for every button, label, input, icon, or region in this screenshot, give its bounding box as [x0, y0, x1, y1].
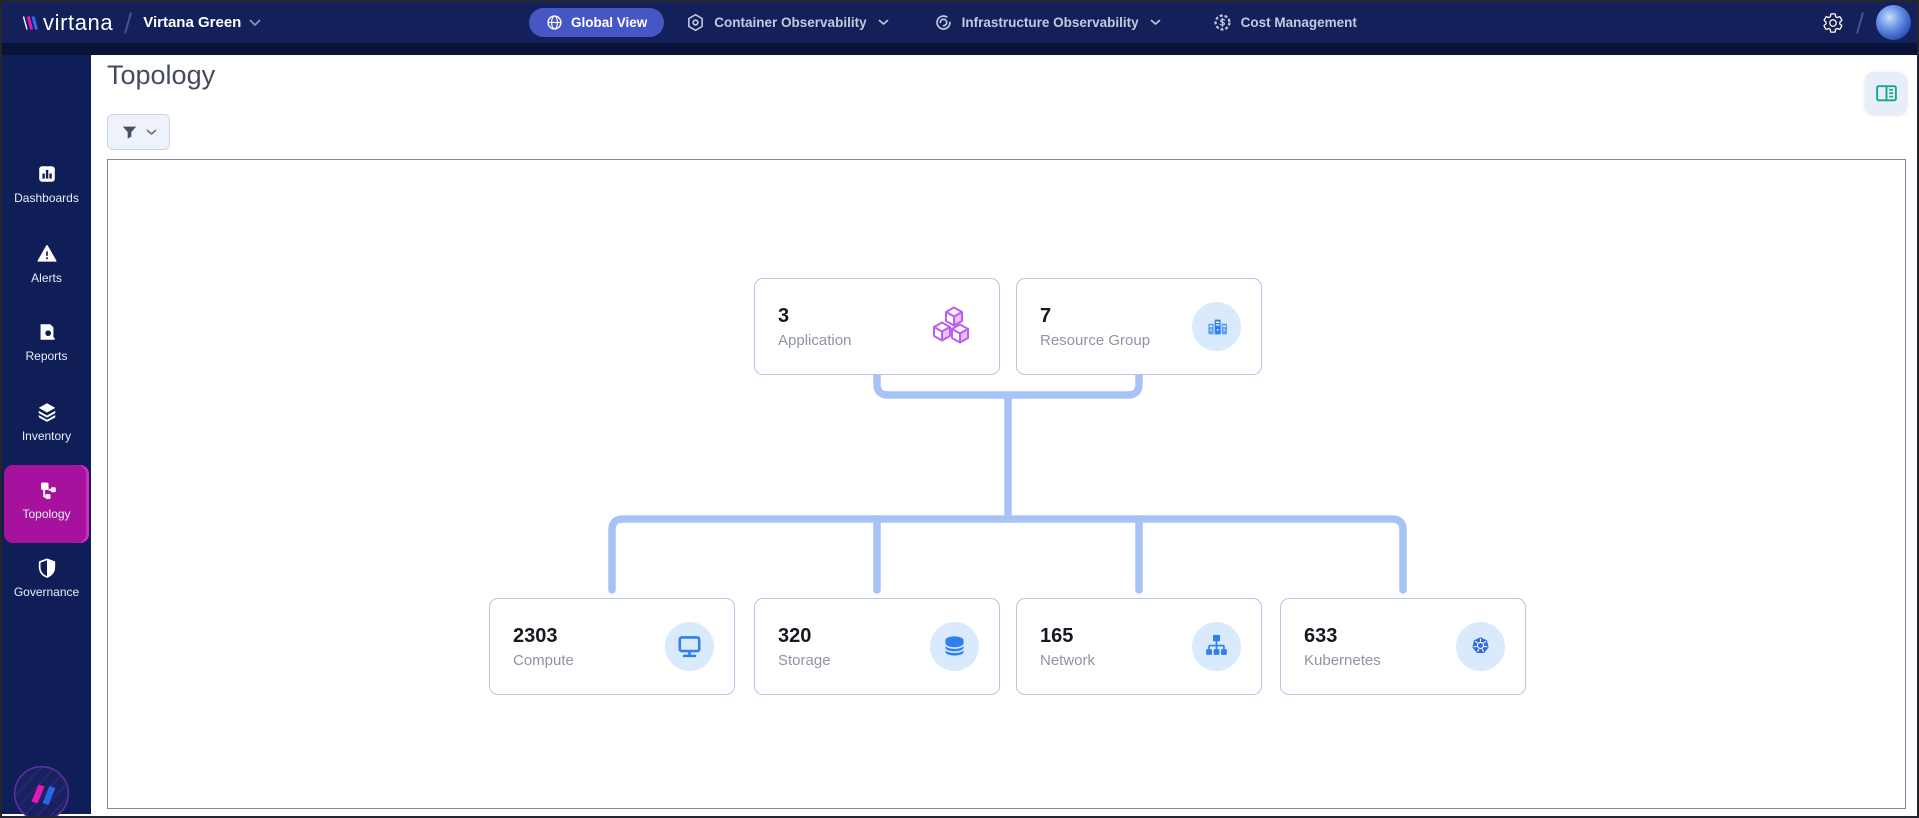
brand-area: virtana Virtana Green — [20, 2, 261, 43]
node-network[interactable]: 165 Network — [1016, 598, 1262, 695]
node-application[interactable]: 3 Application — [754, 278, 1000, 375]
swirl-infrastructure-icon — [934, 13, 953, 32]
topology-connector-lines — [608, 368, 1407, 594]
node-count: 2303 — [513, 624, 558, 647]
sidebar-item-label: Dashboards — [14, 191, 79, 205]
filter-funnel-icon — [120, 123, 139, 142]
left-sidebar: Dashboards Alerts Reports — [2, 55, 91, 816]
inventory-icon — [36, 401, 58, 423]
storage-database-icon — [930, 622, 979, 671]
page-title: Topology — [107, 60, 216, 90]
sidebar-item-inventory[interactable]: Inventory — [2, 401, 91, 443]
node-label: Kubernetes — [1304, 651, 1381, 669]
virtana-badge-icon[interactable] — [13, 765, 70, 816]
gear-icon[interactable] — [1822, 12, 1844, 34]
node-label: Compute — [513, 651, 574, 669]
sidebar-item-label: Inventory — [21, 429, 72, 443]
gear-dollar-icon — [1213, 13, 1232, 32]
nav-global-view[interactable]: Global View — [529, 8, 665, 37]
divider — [1856, 11, 1864, 34]
logo-wordmark: virtana — [43, 9, 114, 35]
sidebar-item-label: Topology — [22, 507, 71, 521]
filter-button[interactable] — [107, 114, 170, 150]
node-label: Resource Group — [1040, 331, 1151, 349]
node-label: Network — [1040, 651, 1096, 669]
chevron-down-icon — [146, 129, 157, 136]
topology-icon — [36, 479, 58, 501]
nav-infrastructure-observability[interactable]: Infrastructure Observability — [934, 13, 1161, 32]
chevron-down-icon — [1150, 19, 1161, 26]
node-count: 165 — [1040, 624, 1074, 647]
topbar-shadow-strip — [2, 43, 1917, 55]
nav-container-observability[interactable]: Container Observability — [686, 13, 888, 32]
node-count: 633 — [1304, 624, 1338, 647]
topbar-right-controls — [1822, 2, 1911, 43]
node-count: 3 — [778, 304, 790, 327]
nav-cost-management[interactable]: Cost Management — [1213, 13, 1357, 32]
panel-toggle-icon — [1874, 81, 1899, 106]
kubernetes-icon — [1456, 622, 1505, 671]
sidebar-item-reports[interactable]: Reports — [2, 321, 91, 363]
resource-group-icon — [1192, 302, 1241, 351]
sidebar-item-label: Alerts — [31, 271, 62, 285]
application-cubes-icon — [925, 301, 979, 353]
topology-canvas[interactable]: 3 Application — [107, 159, 1906, 809]
virtana-logo-mark-icon — [20, 12, 40, 34]
dashboards-icon — [36, 163, 58, 185]
nav-label: Cost Management — [1240, 15, 1357, 30]
nav-label: Infrastructure Observability — [961, 15, 1139, 30]
node-resource-group[interactable]: 7 Resource Group — [1016, 278, 1262, 375]
sidebar-active-highlight — [4, 465, 89, 543]
node-count: 7 — [1040, 304, 1052, 327]
hexagon-container-icon — [686, 13, 705, 32]
panel-toggle-button[interactable] — [1865, 72, 1907, 114]
node-kubernetes[interactable]: 633 Kubernetes — [1280, 598, 1526, 695]
node-compute[interactable]: 2303 Compute — [489, 598, 735, 695]
sidebar-item-alerts[interactable]: Alerts — [2, 243, 91, 285]
divider — [124, 11, 133, 34]
governance-icon — [36, 557, 58, 579]
chevron-down-icon[interactable] — [249, 19, 261, 27]
network-nodes-icon — [1192, 622, 1241, 671]
globe-icon — [546, 14, 563, 31]
node-label: Storage — [778, 651, 831, 669]
compute-monitor-icon — [665, 622, 714, 671]
sidebar-item-governance[interactable]: Governance — [2, 557, 91, 599]
nav-label: Global View — [571, 15, 648, 30]
node-count: 320 — [778, 624, 812, 647]
user-avatar[interactable] — [1876, 5, 1911, 40]
chevron-down-icon — [878, 19, 889, 26]
primary-nav: Global View Container Observability — [529, 2, 1357, 43]
sidebar-item-label: Reports — [25, 349, 68, 363]
reports-icon — [36, 321, 58, 343]
tenant-selector[interactable]: Virtana Green — [143, 14, 242, 31]
sidebar-item-topology[interactable]: Topology — [2, 479, 91, 521]
top-navigation-bar: virtana Virtana Green Global View — [2, 2, 1917, 43]
sidebar-item-dashboards[interactable]: Dashboards — [2, 163, 91, 205]
sidebar-item-label: Governance — [13, 585, 80, 599]
node-label: Application — [778, 331, 852, 349]
nav-label: Container Observability — [714, 15, 867, 30]
node-storage[interactable]: 320 Storage — [754, 598, 1000, 695]
alerts-icon — [36, 243, 58, 265]
